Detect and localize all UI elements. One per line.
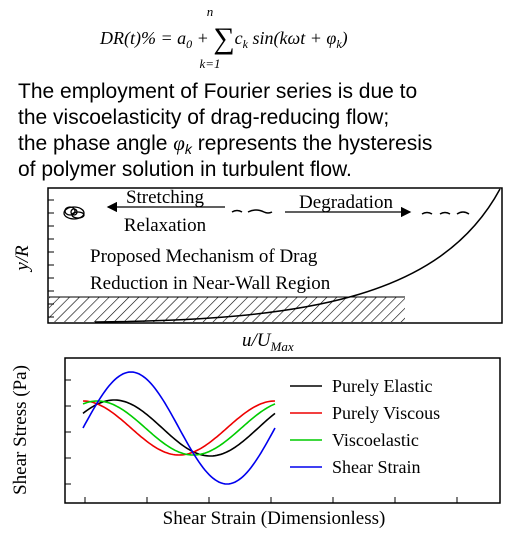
paragraph-line: of polymer solution in turbulent flow.	[18, 158, 352, 181]
paragraph-line: the phase angle φk represents the hyster…	[18, 131, 432, 157]
ticks	[65, 379, 458, 503]
text-part: k	[185, 141, 193, 157]
relaxation-label: Relaxation	[124, 215, 207, 236]
legend: Purely Elastic Purely Viscous Viscoelastic…	[290, 376, 440, 477]
legend-label: Purely Viscous	[332, 403, 440, 423]
x-axis-label: Shear Strain (Dimensionless)	[163, 508, 386, 529]
formula-part: 0	[186, 37, 192, 51]
label-part: u/U	[242, 330, 272, 351]
waveform	[82, 371, 276, 485]
legend-label: Purely Elastic	[332, 376, 432, 396]
formula-part: +	[192, 28, 213, 48]
formula-part: k	[243, 37, 249, 51]
diagram-frame	[47, 187, 503, 324]
formula-part: c	[235, 28, 243, 48]
ticks	[48, 199, 54, 318]
paragraph-line: the viscoelasticity of drag-reducing flo…	[18, 106, 389, 129]
text-part: represents the hysteresis	[192, 132, 432, 155]
text-part: φ	[173, 131, 185, 155]
polymer-coil	[63, 206, 85, 220]
hatched-layer	[49, 297, 405, 322]
formula-part: ∑	[213, 22, 234, 55]
x-axis-label: u/UMax	[242, 330, 294, 354]
velocity-profile	[94, 188, 501, 323]
y-axis-label: Shear Stress (Pa)	[10, 365, 31, 495]
diagram-title: Proposed Mechanism of Drag	[90, 246, 318, 267]
degradation-label: Degradation	[299, 192, 393, 213]
waveform	[82, 400, 276, 456]
text-part: the phase angle	[18, 132, 173, 155]
stretching-label: Stretching	[126, 187, 205, 208]
legend-label: Viscoelastic	[332, 430, 419, 450]
waveform	[82, 399, 276, 457]
paragraph-line: The employment of Fourier series is due …	[18, 80, 417, 103]
sum-upper: n	[207, 4, 214, 19]
sum-lower: k=1	[199, 56, 220, 71]
formula-part: DR(t)% = a	[99, 28, 186, 49]
polymer-chains	[231, 209, 470, 215]
formula-part: k	[336, 37, 342, 51]
y-axis-label: y/R	[12, 245, 33, 273]
label-part: Max	[270, 339, 294, 354]
diagram-title: Reduction in Near-Wall Region	[90, 273, 331, 294]
chart-frame	[64, 357, 501, 504]
curves	[82, 371, 276, 485]
formula: DR(t)% = a0 + ∑ck sin(kωt + φk)	[99, 22, 348, 55]
formula-part: sin(kωt + φ	[248, 28, 336, 49]
formula-part: )	[341, 28, 348, 49]
legend-label: Shear Strain	[332, 457, 420, 477]
waveform	[82, 400, 276, 456]
